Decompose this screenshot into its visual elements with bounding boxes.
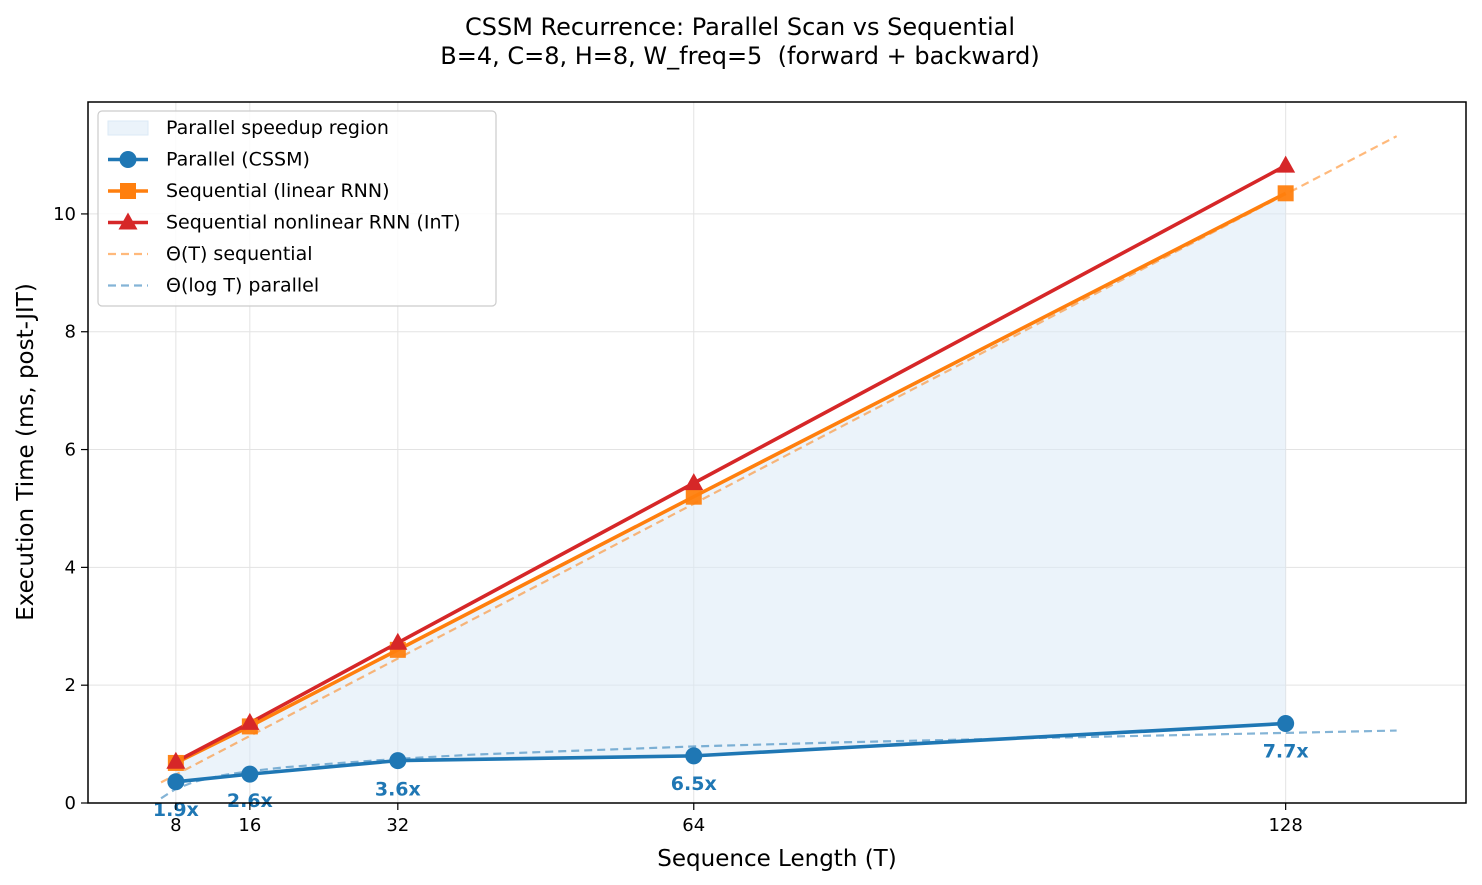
legend-label: Sequential nonlinear RNN (InT) <box>166 212 461 234</box>
x-tick-label: 16 <box>238 815 261 836</box>
y-axis-label: Execution Time (ms, post-JIT) <box>13 283 39 621</box>
data-point <box>389 752 407 770</box>
chart-subtitle: B=4, C=8, H=8, W_freq=5 (forward + backw… <box>440 42 1040 70</box>
speedup-annotations-layer: 1.9x 2.6x3.6x 6.5x7.7x <box>153 741 1309 821</box>
data-point <box>685 747 703 765</box>
legend-box <box>97 110 497 307</box>
data-point <box>388 632 408 650</box>
x-tick-label: 8 <box>170 815 181 836</box>
data-point <box>241 765 259 783</box>
speedup-label: 7.7x <box>1263 741 1309 763</box>
speedup-label: 6.5x <box>671 773 717 795</box>
x-axis-ticks: 8 16 32 64 128 <box>170 803 1303 836</box>
legend-label: Θ(T) sequential <box>166 243 313 265</box>
y-tick-label: 6 <box>65 440 76 461</box>
legend-label: Sequential (linear RNN) <box>166 180 390 202</box>
x-tick-label: 64 <box>682 815 705 836</box>
legend-marker <box>119 151 137 168</box>
legend-label: Θ(log T) parallel <box>166 275 319 297</box>
x-axis-label: Sequence Length (T) <box>657 846 896 872</box>
legend-label: Parallel speedup region <box>166 117 389 139</box>
legend-label: Parallel (CSSM) <box>166 149 310 171</box>
series-layer <box>166 155 1296 791</box>
y-tick-label: 8 <box>65 322 76 343</box>
speedup-label: 2.6x <box>227 790 273 812</box>
data-point <box>240 712 260 730</box>
legend: Parallel speedup region Parallel (CSSM) Se… <box>97 110 497 307</box>
x-tick-label: 128 <box>1268 815 1302 836</box>
data-point <box>167 773 185 791</box>
y-tick-label: 4 <box>65 557 76 578</box>
data-point <box>685 488 702 505</box>
legend-marker <box>120 183 136 199</box>
chart-title: CSSM Recurrence: Parallel Scan vs Sequen… <box>465 13 1015 41</box>
legend-patch <box>107 120 149 136</box>
y-tick-label: 2 <box>65 675 76 696</box>
plot-frame <box>87 101 1467 804</box>
y-axis-ticks: 0 2 4 6 8 10 <box>53 204 88 814</box>
speedup-label: 3.6x <box>375 778 421 800</box>
x-tick-label: 32 <box>386 815 409 836</box>
data-point <box>1277 714 1295 732</box>
y-tick-label: 10 <box>53 204 76 225</box>
y-tick-label: 0 <box>65 793 76 814</box>
legend-marker <box>118 212 138 230</box>
data-point <box>684 473 704 491</box>
data-point <box>1276 155 1296 173</box>
data-point <box>1277 185 1294 202</box>
data-point <box>166 751 186 769</box>
